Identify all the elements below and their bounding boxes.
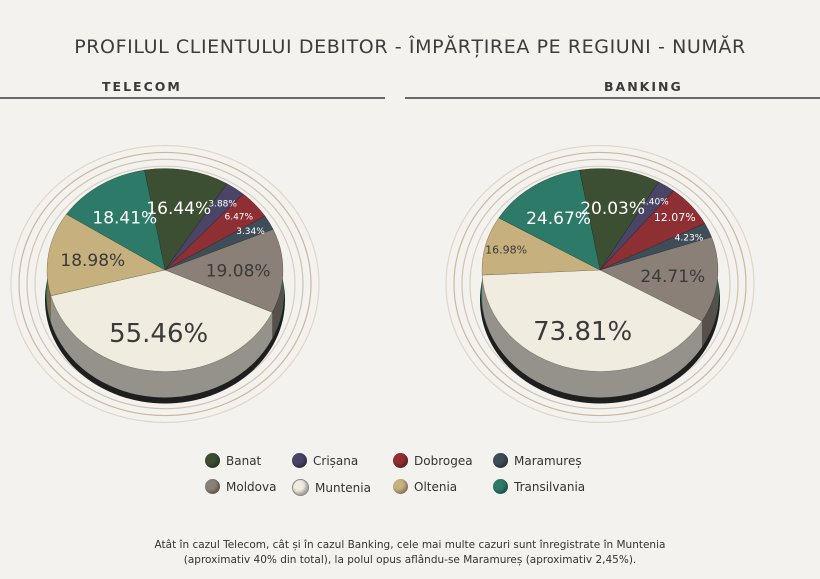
legend-item-maramures: Maramureș bbox=[493, 453, 582, 468]
decorative-ring bbox=[445, 144, 755, 424]
legend-swatch-muntenia bbox=[292, 479, 309, 496]
chart-title: PROFILUL CLIENTULUI DEBITOR - ÎMPĂRȚIREA… bbox=[74, 36, 746, 58]
slice-label-crisana-banking: 4.40% bbox=[640, 197, 669, 207]
legend-label-banat: Banat bbox=[226, 453, 262, 468]
decorative-ring bbox=[453, 151, 747, 417]
slice-banat-telecom bbox=[144, 168, 228, 271]
slice-label-banat-banking: 20.03% bbox=[580, 199, 645, 219]
slice-label-maramures-telecom: 3.34% bbox=[236, 227, 265, 237]
legend-swatch-crisana bbox=[292, 453, 307, 468]
slice-moldova-banking bbox=[599, 236, 719, 322]
slice-dobrogea-telecom bbox=[164, 193, 266, 271]
pie-chart-banking: 20.03%4.40% 12.07% 4.23% 24.71% 73.81% 16.98%… bbox=[445, 144, 755, 424]
slice-label-dobrogea-telecom: 6.47% bbox=[224, 212, 253, 222]
slice-maramures-banking bbox=[599, 222, 713, 271]
legend-label-moldova: Moldova bbox=[226, 479, 277, 494]
slice-label-moldova-banking: 24.71% bbox=[640, 267, 705, 287]
legend-label-oltenia: Oltenia bbox=[414, 479, 458, 494]
slice-side-muntenia-telecom bbox=[50, 295, 273, 398]
slice-label-crisana-telecom: 3.88% bbox=[208, 199, 237, 209]
slice-oltenia-banking bbox=[481, 217, 602, 276]
slice-label-muntenia-telecom: 55.46% bbox=[109, 319, 208, 349]
legend-item-oltenia: Oltenia bbox=[393, 479, 457, 494]
slice-side-muntenia-banking bbox=[482, 275, 702, 398]
legend-swatch-dobrogea bbox=[393, 453, 408, 468]
panel-rule-banking bbox=[405, 97, 820, 99]
slice-label-dobrogea-banking: 12.07% bbox=[654, 211, 696, 224]
legend-swatch-transilvania bbox=[493, 479, 508, 494]
slice-oltenia-telecom bbox=[46, 213, 166, 297]
slice-label-maramures-banking: 4.23% bbox=[675, 233, 704, 243]
legend-swatch-banat bbox=[205, 453, 220, 468]
slice-label-muntenia-banking: 73.81% bbox=[533, 317, 632, 347]
legend-label-crisana: Crișana bbox=[313, 453, 359, 468]
slice-dobrogea-banking bbox=[599, 190, 706, 271]
legend-swatch-moldova bbox=[205, 479, 220, 494]
legend-item-muntenia: Muntenia bbox=[292, 479, 371, 496]
slice-label-transilvania-banking: 24.67% bbox=[526, 209, 591, 229]
legend-label-maramures: Maramureș bbox=[514, 453, 582, 468]
legend-label-dobrogea: Dobrogea bbox=[414, 453, 473, 468]
slice-label-oltenia-banking: 16.98% bbox=[485, 244, 527, 257]
panel-title-telecom: TELECOM bbox=[102, 79, 182, 94]
panel-title-banking: BANKING bbox=[604, 79, 683, 94]
slice-crisana-banking bbox=[599, 181, 675, 271]
legend-swatch-oltenia bbox=[393, 479, 408, 494]
slice-maramures-telecom bbox=[164, 215, 274, 271]
legend-swatch-maramures bbox=[493, 453, 508, 468]
slice-label-transilvania-telecom: 18.41% bbox=[92, 208, 157, 228]
slice-crisana-telecom bbox=[164, 183, 244, 271]
slice-transilvania-telecom bbox=[65, 169, 166, 271]
decorative-ring bbox=[10, 144, 320, 424]
legend-item-crisana: Crișana bbox=[292, 453, 358, 468]
footnote-line-1: Atât în cazul Telecom, cât și în cazul B… bbox=[154, 539, 666, 551]
legend-item-dobrogea: Dobrogea bbox=[393, 453, 473, 468]
slice-muntenia-banking bbox=[481, 269, 703, 372]
pie-chart-telecom: 16.44%3.88% 6.47% 3.34% 19.08% 55.46% 18.98% 1… bbox=[10, 144, 320, 424]
panel-rule-telecom bbox=[0, 97, 385, 99]
legend-item-transilvania: Transilvania bbox=[493, 479, 585, 494]
slice-label-banat-telecom: 16.44% bbox=[146, 199, 211, 219]
footnote: Atât în cazul Telecom, cât și în cazul B… bbox=[60, 538, 760, 568]
slice-muntenia-telecom bbox=[50, 269, 273, 372]
decorative-ring bbox=[18, 151, 312, 417]
slice-label-moldova-telecom: 19.08% bbox=[206, 262, 271, 282]
slice-moldova-telecom bbox=[164, 228, 284, 313]
legend-label-transilvania: Transilvania bbox=[514, 479, 586, 494]
legend-label-muntenia: Muntenia bbox=[315, 480, 371, 495]
footnote-line-2: (aproximativ 40% din total), la polul op… bbox=[183, 554, 637, 566]
legend-item-moldova: Moldova bbox=[205, 479, 276, 494]
legend-item-banat: Banat bbox=[205, 453, 261, 468]
slice-label-oltenia-telecom: 18.98% bbox=[60, 251, 125, 271]
decorative-ring bbox=[26, 158, 304, 410]
slice-transilvania-banking bbox=[498, 169, 601, 271]
decorative-ring bbox=[461, 158, 739, 410]
slice-banat-banking bbox=[579, 168, 660, 271]
